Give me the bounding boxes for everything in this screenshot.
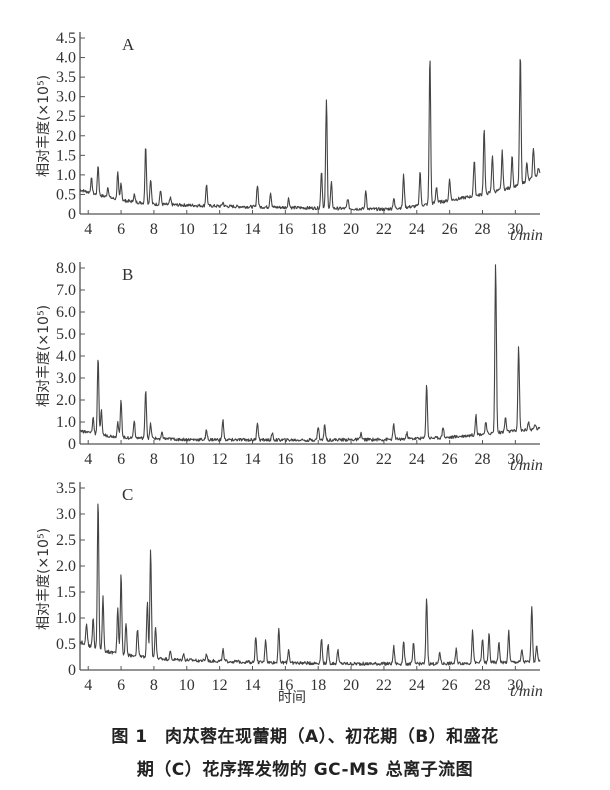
- x-tick-label: 18: [310, 221, 326, 238]
- y-tick-label: 1.0: [56, 610, 76, 627]
- y-tick-label: 2.5: [56, 108, 76, 125]
- x-tick-label: 16: [277, 451, 293, 468]
- y-tick-label: 5.0: [56, 326, 76, 343]
- x-axis-unit-label: t/min: [510, 227, 543, 244]
- x-tick-label: 4: [84, 677, 92, 694]
- x-tick-label: 22: [376, 677, 392, 694]
- tic-trace-line: [79, 59, 541, 212]
- chart-panel-a: 0 0.5 1.0 1.5 2.0 2.5 3.0 3.5 4.0 4.5 4 6 8 10 12 14 16 1…: [36, 30, 543, 244]
- y-tick-label: 1.5: [56, 584, 76, 601]
- x-tick-label: 30: [507, 221, 523, 238]
- x-tick-label: 24: [409, 451, 425, 468]
- x-tick-label: 10: [179, 221, 195, 238]
- y-tick-label: 3.0: [56, 89, 76, 106]
- x-tick-label: 18: [310, 451, 326, 468]
- x-tick-label: 6: [117, 221, 125, 238]
- x-tick-label: 12: [212, 677, 228, 694]
- x-tick-label: 20: [343, 221, 359, 238]
- x-tick-label: 28: [475, 451, 491, 468]
- y-tick-label: 4.0: [56, 50, 76, 67]
- x-tick-label: 20: [343, 677, 359, 694]
- x-tick-label: 14: [245, 451, 261, 468]
- x-tick-label: 24: [409, 221, 425, 238]
- x-tick-label: 10: [179, 451, 195, 468]
- x-tick-label: 30: [507, 451, 523, 468]
- chart-panel-b: 0 1.0 2.0 3.0 4.0 5.0 6.0 7.0 8.0 4 6 8 10 12 14 16 18 20…: [36, 260, 543, 474]
- x-tick-label: 14: [245, 677, 261, 694]
- x-tick-label: 16: [277, 677, 293, 694]
- chart-panel-c: 0 0.5 1.0 1.5 2.0 2.5 3.0 3.5 4 6 8 10 12 14 16 18 20 22 2…: [36, 480, 543, 706]
- y-tick-label: 1.0: [56, 167, 76, 184]
- x-tick-label: 26: [442, 677, 458, 694]
- x-tick-label: 8: [150, 221, 158, 238]
- tic-trace-line: [79, 264, 541, 443]
- y-tick-label: 0.5: [56, 186, 76, 203]
- y-tick-label: 6.0: [56, 304, 76, 321]
- y-tick-label: 0: [68, 206, 76, 223]
- x-tick-label: 28: [475, 221, 491, 238]
- x-tick-label: 8: [150, 451, 158, 468]
- x-tick-label: 8: [150, 677, 158, 694]
- x-tick-label: 10: [179, 677, 195, 694]
- x-tick-label: 20: [343, 451, 359, 468]
- y-axis-title: 相对丰度(×10⁵): [36, 305, 52, 407]
- x-tick-label: 26: [442, 221, 458, 238]
- y-tick-label: 3.0: [56, 506, 76, 523]
- x-tick-label: 22: [376, 451, 392, 468]
- x-tick-label: 22: [376, 221, 392, 238]
- y-tick-label: 3.5: [56, 480, 76, 497]
- y-axis-title: 相对丰度(×10⁵): [36, 75, 52, 177]
- x-axis-unit-label: t/min: [510, 457, 543, 474]
- y-tick-label: 0.5: [56, 636, 76, 653]
- x-tick-label: 14: [245, 221, 261, 238]
- x-axis-title: 时间: [278, 690, 306, 706]
- y-tick-label: 2.5: [56, 532, 76, 549]
- y-axis-title: 相对丰度(×10⁵): [36, 528, 52, 630]
- x-tick-label: 4: [84, 451, 92, 468]
- y-tick-label: 1.0: [56, 414, 76, 431]
- x-tick-label: 28: [475, 677, 491, 694]
- figure-caption-line-1: 图 1 肉苁蓉在现蕾期（A）、初花期（B）和盛花: [111, 727, 499, 747]
- y-tick-label: 7.0: [56, 282, 76, 299]
- x-tick-label: 12: [212, 451, 228, 468]
- x-tick-label: 6: [117, 677, 125, 694]
- x-tick-label: 30: [507, 677, 523, 694]
- y-tick-label: 4.5: [56, 30, 76, 47]
- y-tick-label: 2.0: [56, 392, 76, 409]
- gc-ms-chromatogram-figure: 0 0.5 1.0 1.5 2.0 2.5 3.0 3.5 4.0 4.5 4 6 8 10 12 14 16 1…: [36, 30, 543, 706]
- figure-caption-line-2: 期（C）花序挥发物的 GC-MS 总离子流图: [136, 760, 474, 780]
- panel-label: A: [122, 35, 135, 54]
- x-tick-label: 24: [409, 677, 425, 694]
- x-axis-unit-label: t/min: [510, 683, 543, 700]
- x-tick-label: 16: [277, 221, 293, 238]
- panel-label: C: [122, 485, 133, 504]
- y-tick-label: 4.0: [56, 348, 76, 365]
- y-tick-label: 3.0: [56, 370, 76, 387]
- tic-trace-line: [79, 503, 541, 666]
- y-tick-label: 0: [68, 436, 76, 453]
- panel-label: B: [122, 265, 133, 284]
- y-tick-label: 3.5: [56, 69, 76, 86]
- x-tick-label: 18: [310, 677, 326, 694]
- y-tick-label: 1.5: [56, 147, 76, 164]
- y-tick-label: 8.0: [56, 260, 76, 277]
- y-tick-label: 2.0: [56, 128, 76, 145]
- y-tick-label: 0: [68, 662, 76, 679]
- x-tick-label: 4: [84, 221, 92, 238]
- x-tick-label: 6: [117, 451, 125, 468]
- y-tick-label: 2.0: [56, 558, 76, 575]
- x-tick-label: 26: [442, 451, 458, 468]
- x-tick-label: 12: [212, 221, 228, 238]
